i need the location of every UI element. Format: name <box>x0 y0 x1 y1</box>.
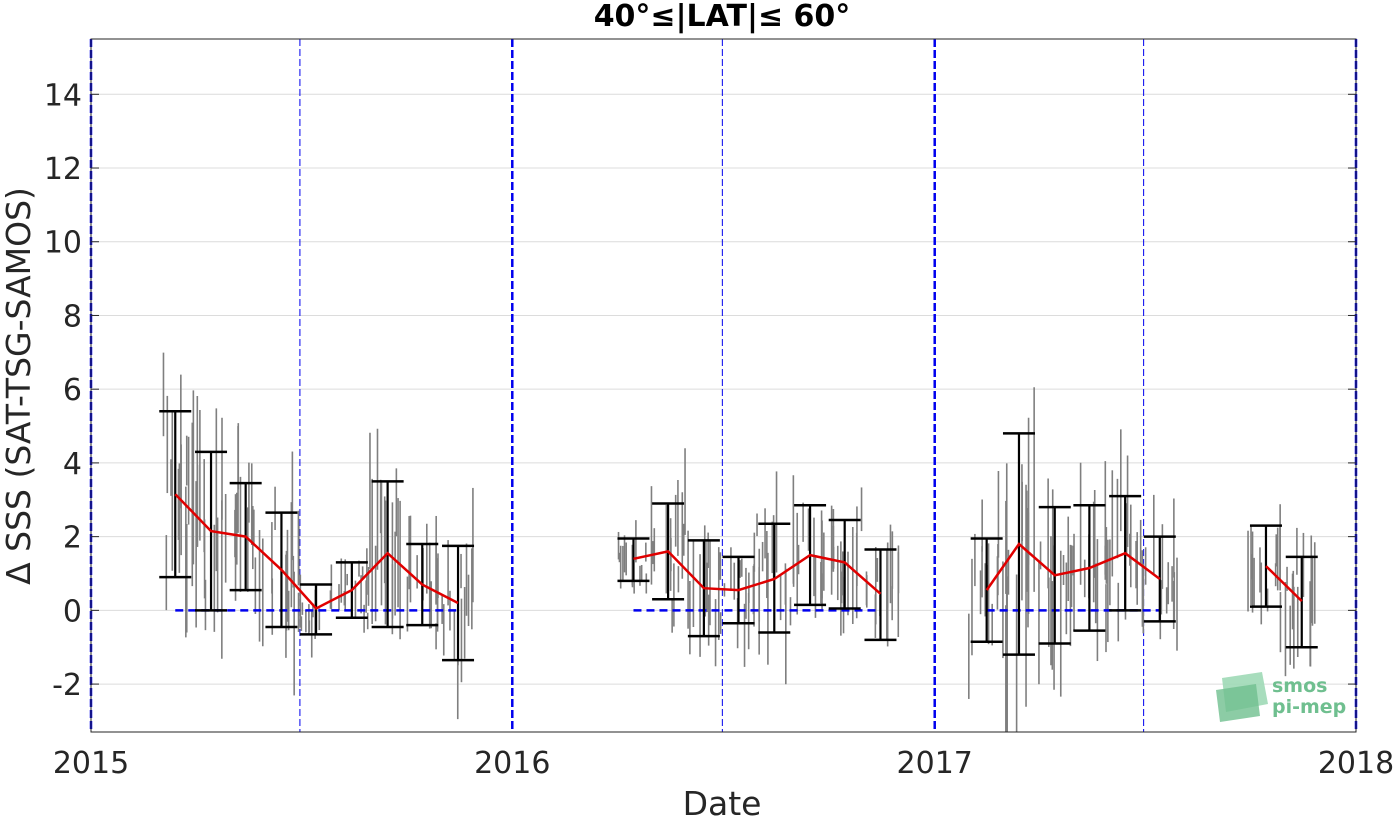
error-bar <box>864 548 897 642</box>
logo-mark-icon <box>1216 672 1268 722</box>
logo-line-1: smos <box>1272 675 1327 697</box>
error-bar <box>617 537 650 583</box>
axes-frame <box>90 38 1357 733</box>
y-tick-label: 4 <box>63 447 82 482</box>
x-tick-label: 2015 <box>53 746 129 781</box>
x-tick-label: 2017 <box>897 746 973 781</box>
error-bar <box>159 410 192 579</box>
y-tick-label: 8 <box>63 299 82 334</box>
x-axis-label: Date <box>683 784 762 818</box>
chart-title: 40°≤|LAT|≤ 60° <box>594 0 851 34</box>
error-bar <box>828 518 861 610</box>
mean-line-series-4 <box>1265 565 1303 602</box>
error-bar <box>442 544 475 662</box>
mean-line-series-2 <box>633 550 882 595</box>
y-tick-label: -2 <box>52 668 82 703</box>
y-tick-label: 14 <box>44 78 82 113</box>
x-tick-label: 2018 <box>1318 746 1394 781</box>
error-bar <box>1285 555 1318 649</box>
smos-pi-mep-logo: smos pi-mep <box>1216 672 1346 722</box>
y-axis-label: Δ SSS (SAT-TSG-SAMOS) <box>0 187 38 585</box>
y-tick-label: 6 <box>63 373 82 408</box>
logo-line-2: pi-mep <box>1272 696 1346 718</box>
y-tick-label: 2 <box>63 521 82 556</box>
x-tick-label: 2016 <box>474 746 550 781</box>
plot-area: -2 0 2 4 6 8 10 12 14 2015 2016 2017 2018 <box>44 38 1394 781</box>
mean-line-series-1 <box>174 493 459 611</box>
error-bar <box>1249 524 1282 608</box>
error-bar <box>970 537 1003 643</box>
y-tick-label: 0 <box>63 594 82 629</box>
y-tick-label: 10 <box>44 226 82 261</box>
mean-line-series-3 <box>985 542 1161 591</box>
y-tick-label: 12 <box>44 152 82 187</box>
error-bar <box>1143 535 1176 623</box>
